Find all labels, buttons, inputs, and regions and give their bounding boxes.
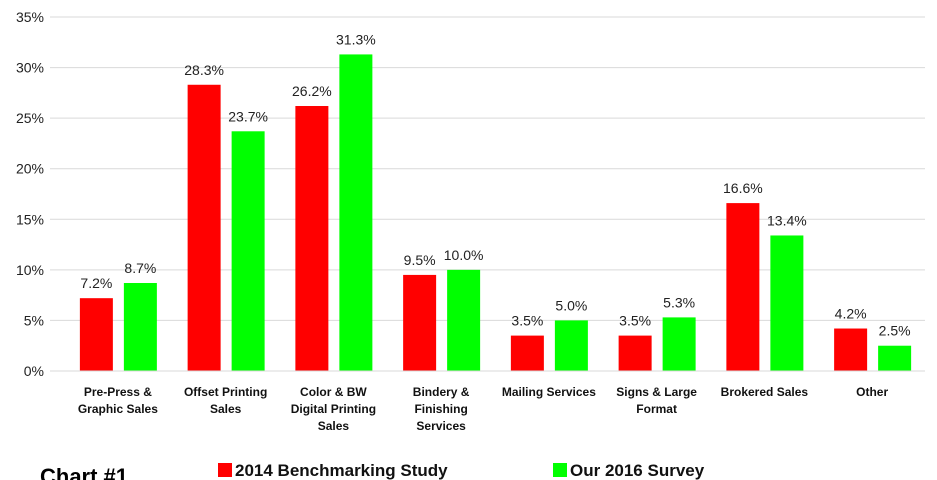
legend-swatch	[553, 463, 567, 477]
bar	[339, 54, 373, 372]
x-tick-label: Other	[856, 385, 889, 399]
data-label: 31.3%	[336, 31, 376, 47]
y-tick-label: 35%	[16, 9, 44, 25]
y-tick-label: 20%	[16, 161, 44, 177]
y-tick-label: 10%	[16, 262, 44, 278]
bar	[79, 298, 113, 371]
data-label: 5.0%	[555, 297, 587, 313]
data-label: 23.7%	[228, 108, 268, 124]
x-tick-label: Mailing Services	[501, 385, 596, 399]
bar	[447, 269, 481, 371]
y-tick-label: 5%	[24, 312, 44, 328]
x-tick-label: Signs & Large Format	[616, 385, 697, 416]
chart-annotation: Chart #1	[40, 464, 128, 480]
x-tick-label: Brokered Sales	[720, 385, 809, 399]
data-label: 7.2%	[80, 275, 112, 291]
bar	[554, 320, 588, 371]
data-label: 13.4%	[767, 212, 807, 228]
legend-swatch	[218, 463, 232, 477]
legend-label: 2014 Benchmarking Study	[235, 461, 448, 480]
data-label: 4.2%	[835, 306, 867, 322]
x-tick-label: Bindery & Finishing Services	[412, 385, 470, 433]
bar	[403, 274, 437, 371]
bar	[662, 317, 696, 371]
bar	[510, 335, 544, 371]
data-label: 16.6%	[723, 180, 763, 196]
bar	[834, 328, 868, 371]
x-tick-label: Offset Printing Sales	[183, 385, 268, 416]
bar	[618, 335, 652, 371]
bar	[295, 106, 329, 372]
data-label: 10.0%	[444, 247, 484, 263]
legend-label: Our 2016 Survey	[570, 461, 705, 480]
data-label: 3.5%	[619, 313, 651, 329]
y-tick-label: 25%	[16, 110, 44, 126]
data-label: 3.5%	[511, 313, 543, 329]
x-tick-label: Color & BW Digital Printing Sales	[290, 385, 377, 433]
data-label: 8.7%	[124, 260, 156, 276]
data-label: 26.2%	[292, 83, 332, 99]
y-tick-label: 0%	[24, 363, 44, 379]
data-label: 9.5%	[404, 252, 436, 268]
bar	[187, 84, 221, 371]
bar	[726, 203, 760, 371]
data-label: 2.5%	[879, 323, 911, 339]
data-label: 5.3%	[663, 294, 695, 310]
x-tick-label: Pre-Press & Graphic Sales	[77, 385, 158, 416]
data-label: 28.3%	[184, 62, 224, 78]
y-tick-label: 15%	[16, 211, 44, 227]
y-tick-label: 30%	[16, 60, 44, 76]
bar	[770, 235, 804, 371]
bar	[878, 345, 912, 371]
bar	[231, 131, 265, 371]
bar	[123, 283, 157, 371]
